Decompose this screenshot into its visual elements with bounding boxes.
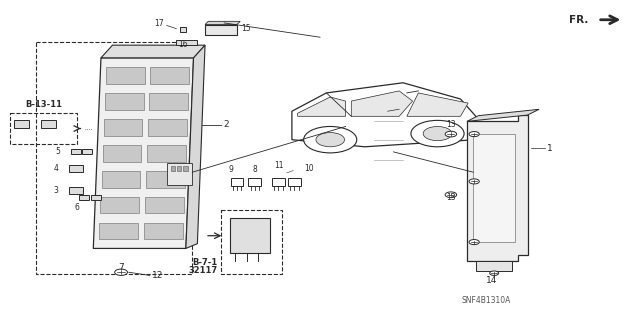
Circle shape [469,179,479,184]
Bar [91,195,101,200]
Bar [102,171,140,188]
Bar [10,114,77,144]
Text: SNF4B1310A: SNF4B1310A [461,296,511,305]
Polygon shape [407,93,468,116]
Bar [106,67,145,84]
Text: 5: 5 [55,147,60,156]
Text: 4: 4 [53,164,58,173]
Bar [41,121,56,128]
Polygon shape [292,83,476,147]
Bar [105,93,143,110]
Text: 11: 11 [274,161,284,170]
Circle shape [316,133,344,147]
Text: 7: 7 [118,263,124,272]
Text: 17: 17 [154,19,164,28]
Circle shape [423,126,452,141]
Polygon shape [351,91,413,116]
Text: 32117: 32117 [189,266,218,275]
Bar [145,197,184,213]
Bar [230,218,269,253]
Text: 13: 13 [446,120,456,129]
Bar [150,67,189,84]
Bar [179,27,186,32]
Text: 15: 15 [241,24,250,33]
Bar [69,165,83,172]
Bar [167,163,192,185]
Text: 3: 3 [53,186,58,196]
Bar [146,171,185,188]
Bar [176,40,196,46]
Bar [183,166,188,171]
Bar [149,93,188,110]
Bar [205,25,237,35]
Bar [100,197,140,213]
Bar [82,149,92,154]
Text: 1: 1 [547,144,552,152]
Bar [69,188,83,195]
Circle shape [445,131,457,137]
Bar [147,145,186,162]
Polygon shape [93,58,193,249]
Text: 13: 13 [446,193,456,202]
Bar [177,166,181,171]
Bar [476,261,513,271]
Bar [148,119,187,136]
Polygon shape [205,21,240,25]
Text: 16: 16 [178,40,188,49]
Bar [99,223,138,239]
Bar [171,166,175,171]
Circle shape [411,120,464,147]
Text: FR.: FR. [569,15,588,25]
Bar [102,145,141,162]
Bar [104,119,143,136]
Text: 12: 12 [152,271,163,280]
Text: B-7-1: B-7-1 [193,258,218,267]
Bar [473,134,515,242]
Bar [79,195,90,200]
Text: 2: 2 [223,120,228,129]
Text: 6: 6 [75,203,80,212]
Polygon shape [467,109,539,122]
Text: 14: 14 [486,276,497,286]
Polygon shape [186,45,205,249]
Bar [14,121,29,128]
Circle shape [469,240,479,245]
Circle shape [490,271,499,275]
Bar [144,223,183,239]
Polygon shape [467,115,527,261]
Text: 9: 9 [228,165,233,174]
Bar [221,210,282,274]
Polygon shape [101,45,205,58]
Circle shape [445,192,457,197]
Circle shape [115,269,127,275]
Bar [272,178,285,186]
Bar [248,178,261,186]
Text: B-13-11: B-13-11 [26,100,62,109]
Circle shape [303,126,356,153]
Text: 8: 8 [253,165,257,174]
Bar [288,178,301,186]
Bar [230,178,243,186]
Circle shape [469,131,479,137]
Polygon shape [298,97,346,116]
Text: 10: 10 [304,164,314,173]
Bar [71,149,81,154]
